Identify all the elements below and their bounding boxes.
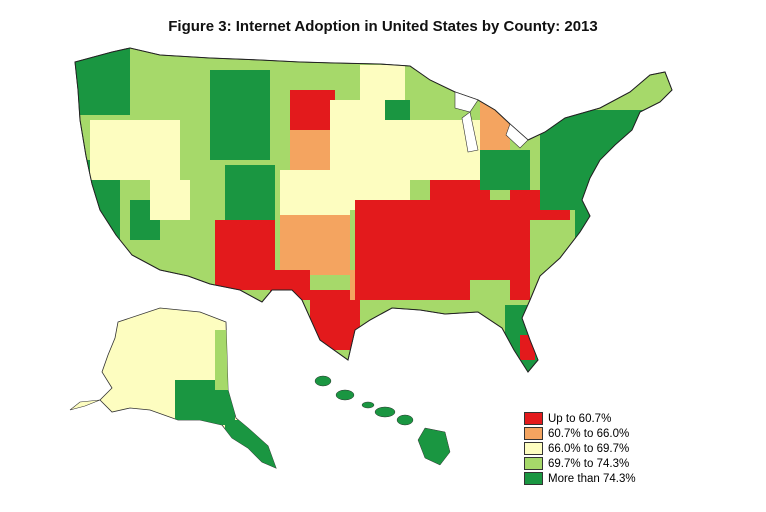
hawaii (314, 375, 451, 466)
legend-swatch (524, 457, 543, 470)
legend-swatch (524, 442, 543, 455)
legend-item: Up to 60.7% (524, 411, 636, 426)
map-legend: Up to 60.7% 60.7% to 66.0% 66.0% to 69.7… (524, 411, 636, 486)
legend-label: More than 74.3% (548, 472, 636, 485)
legend-label: 66.0% to 69.7% (548, 442, 630, 455)
map-title: Figure 3: Internet Adoption in United St… (168, 18, 598, 35)
legend-label: 60.7% to 66.0% (548, 427, 630, 440)
legend-label: 69.7% to 74.3% (548, 457, 630, 470)
alaska (69, 307, 277, 469)
legend-label: Up to 60.7% (548, 412, 612, 425)
legend-item: 69.7% to 74.3% (524, 456, 636, 471)
us-county-map (69, 47, 673, 469)
legend-item: 66.0% to 69.7% (524, 441, 636, 456)
legend-swatch (524, 472, 543, 485)
legend-item: 60.7% to 66.0% (524, 426, 636, 441)
legend-swatch (524, 427, 543, 440)
legend-swatch (524, 412, 543, 425)
legend-item: More than 74.3% (524, 471, 636, 486)
